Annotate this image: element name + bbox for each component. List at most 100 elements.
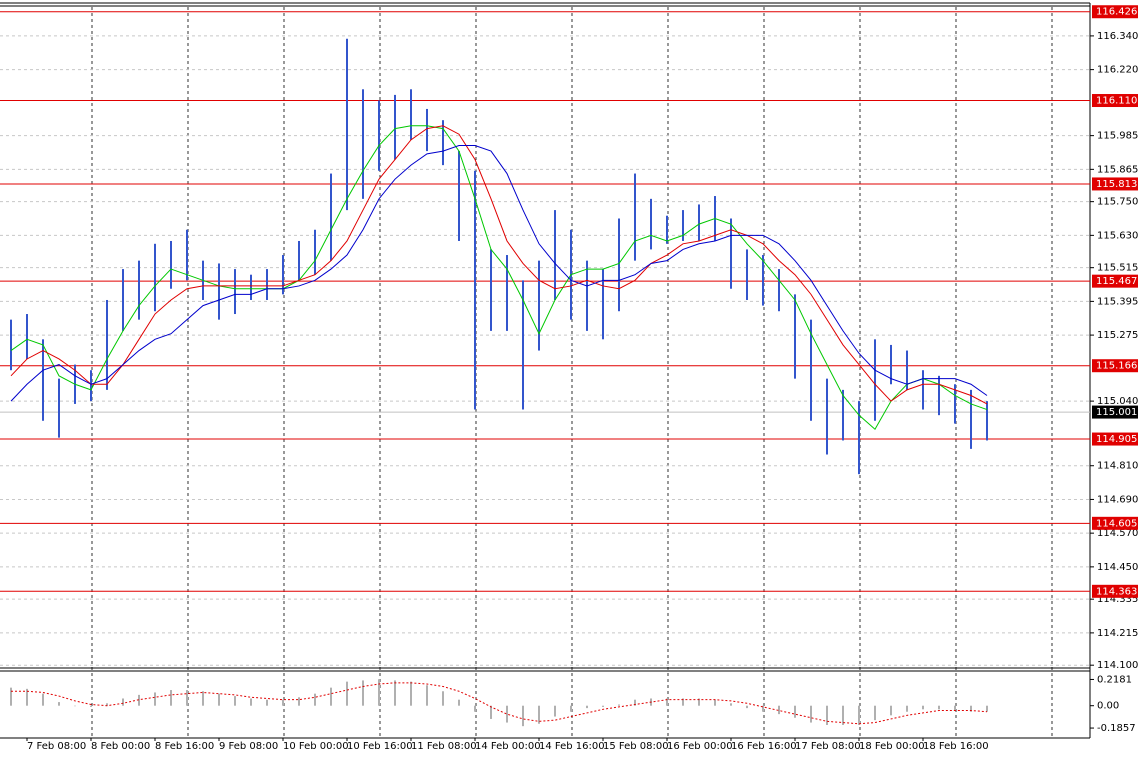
y-tick-label: 114.215 [1097, 628, 1138, 639]
moving-average [10, 125, 988, 430]
histogram-bar [186, 690, 188, 706]
histogram-bar [266, 699, 268, 706]
histogram-bar [618, 704, 620, 706]
histogram-bar [810, 705, 812, 723]
histogram-bar [970, 705, 972, 712]
y-tick-label: 114.810 [1097, 461, 1138, 472]
x-tick-label: 7 Feb 08:00 [27, 741, 86, 752]
histogram-bar [794, 705, 796, 718]
level-label: 114.905 [1096, 434, 1137, 445]
histogram-bar [362, 680, 364, 706]
y-tick-label: 114.100 [1097, 660, 1138, 671]
histogram-bar [538, 705, 540, 724]
x-tick-label: 16 Feb 00:00 [667, 741, 733, 752]
histogram-bar [106, 703, 108, 706]
histogram-bar [90, 705, 92, 707]
level-label: 115.813 [1096, 179, 1137, 190]
histogram-bar [138, 694, 140, 706]
histogram-bar [26, 688, 28, 706]
histogram-bar [298, 697, 300, 706]
current-price-box [1092, 405, 1138, 419]
histogram-bar [506, 705, 508, 723]
histogram-bar [698, 698, 700, 706]
histogram-bar [602, 705, 604, 707]
y-tick-label: -0.1857 [1097, 723, 1136, 734]
level-label: 115.467 [1096, 276, 1137, 287]
level-box [1092, 177, 1138, 191]
histogram-bar [250, 698, 252, 706]
histogram-bar [42, 693, 44, 706]
histogram-bar [922, 705, 924, 710]
y-tick-label: 115.515 [1097, 263, 1138, 274]
level-label: 116.110 [1096, 96, 1137, 107]
current-price-label: 115.001 [1096, 407, 1137, 418]
level-box [1092, 359, 1138, 373]
histogram-bar [762, 705, 764, 712]
x-tick-label: 8 Feb 00:00 [91, 741, 150, 752]
histogram-bar [522, 705, 524, 727]
y-tick-label: 114.690 [1097, 494, 1138, 505]
vertical-grid [91, 7, 1053, 738]
histogram-bar [394, 680, 396, 706]
histogram-bar [938, 705, 940, 710]
level-box [1092, 274, 1138, 288]
histogram-bar [554, 705, 556, 717]
y-tick-label: 114.335 [1097, 594, 1138, 605]
histogram-bar [170, 690, 172, 706]
histogram-bar [986, 705, 988, 712]
histogram-bar [906, 705, 908, 712]
histogram-bar [330, 687, 332, 706]
y-tick-label: 115.750 [1097, 197, 1138, 208]
x-tick-label: 16 Feb 16:00 [731, 741, 797, 752]
x-tick-label: 14 Feb 16:00 [539, 741, 605, 752]
histogram-bar [154, 692, 156, 706]
level-box [1092, 5, 1138, 19]
x-tick-label: 10 Feb 00:00 [283, 741, 349, 752]
x-tick-label: 18 Feb 16:00 [923, 741, 989, 752]
histogram-bar [954, 705, 956, 711]
histogram-bar [234, 696, 236, 706]
histogram-bar [570, 705, 572, 712]
x-tick-label: 15 Feb 08:00 [603, 741, 669, 752]
y-tick-label: 0.00 [1097, 701, 1119, 712]
signal-line [11, 682, 988, 725]
histogram-bar [74, 705, 76, 707]
level-label: 115.166 [1096, 361, 1137, 372]
histogram-bar [378, 679, 380, 706]
y-tick-label: 115.275 [1097, 330, 1138, 341]
level-label: 114.363 [1096, 586, 1137, 597]
histogram-bar [666, 698, 668, 706]
x-tick-label: 11 Feb 08:00 [411, 741, 477, 752]
histogram-bar [682, 698, 684, 706]
y-tick-label: 0.2181 [1097, 674, 1132, 685]
histogram-bar [314, 693, 316, 706]
x-tick-label: 14 Feb 00:00 [475, 741, 541, 752]
y-tick-label: 115.865 [1097, 164, 1138, 175]
x-tick-label: 17 Feb 08:00 [795, 741, 861, 752]
histogram-bar [730, 703, 732, 706]
histogram-bar [10, 687, 12, 706]
histogram-bar [58, 702, 60, 706]
y-tick-label: 116.220 [1097, 65, 1138, 76]
histogram-bar [346, 681, 348, 706]
histogram-bar [122, 698, 124, 706]
histogram-bar [474, 705, 476, 712]
y-tick-label: 115.630 [1097, 230, 1138, 241]
histogram-bar [410, 681, 412, 706]
x-tick-label: 8 Feb 16:00 [155, 741, 214, 752]
histogram-bar [282, 699, 284, 706]
x-tick-label: 9 Feb 08:00 [219, 741, 278, 752]
histogram-bar [858, 705, 860, 725]
histogram-bar [746, 705, 748, 709]
histogram-bar [490, 705, 492, 719]
histogram-bar [842, 705, 844, 725]
moving-average [10, 125, 988, 405]
histogram-bar [202, 691, 204, 706]
histogram-bar [714, 699, 716, 706]
y-tick-label: 114.570 [1097, 528, 1138, 539]
histogram-bar [218, 693, 220, 706]
histogram-bar [874, 705, 876, 721]
x-tick-label: 10 Feb 16:00 [347, 741, 413, 752]
histogram-bar [890, 705, 892, 716]
